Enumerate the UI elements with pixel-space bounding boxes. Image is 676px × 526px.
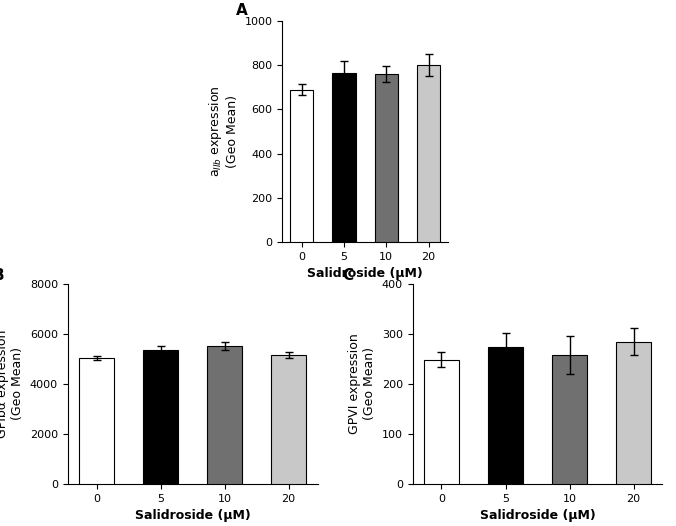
Bar (271, 355, 306, 484)
Text: A: A (236, 3, 248, 18)
Bar (332, 73, 356, 242)
Bar (375, 74, 398, 242)
Bar (488, 347, 523, 484)
X-axis label: Salidroside (μM): Salidroside (μM) (480, 509, 596, 522)
Text: C: C (343, 268, 354, 283)
Bar (290, 89, 313, 242)
Bar (417, 65, 440, 242)
Y-axis label: GPIbα expression
(Geo Mean): GPIbα expression (Geo Mean) (0, 330, 24, 438)
X-axis label: Salidroside (μM): Salidroside (μM) (135, 509, 250, 522)
Y-axis label: a$_{IIb}$ expression
(Geo Mean): a$_{IIb}$ expression (Geo Mean) (207, 86, 239, 177)
Text: B: B (0, 268, 4, 283)
X-axis label: Salidroside (μM): Salidroside (μM) (307, 267, 423, 280)
Y-axis label: GPVI expression
(Geo Mean): GPVI expression (Geo Mean) (348, 333, 376, 434)
Bar (424, 360, 459, 484)
Bar (616, 341, 651, 484)
Bar (552, 355, 587, 484)
Bar (79, 358, 114, 484)
Bar (143, 349, 178, 484)
Bar (207, 346, 242, 484)
